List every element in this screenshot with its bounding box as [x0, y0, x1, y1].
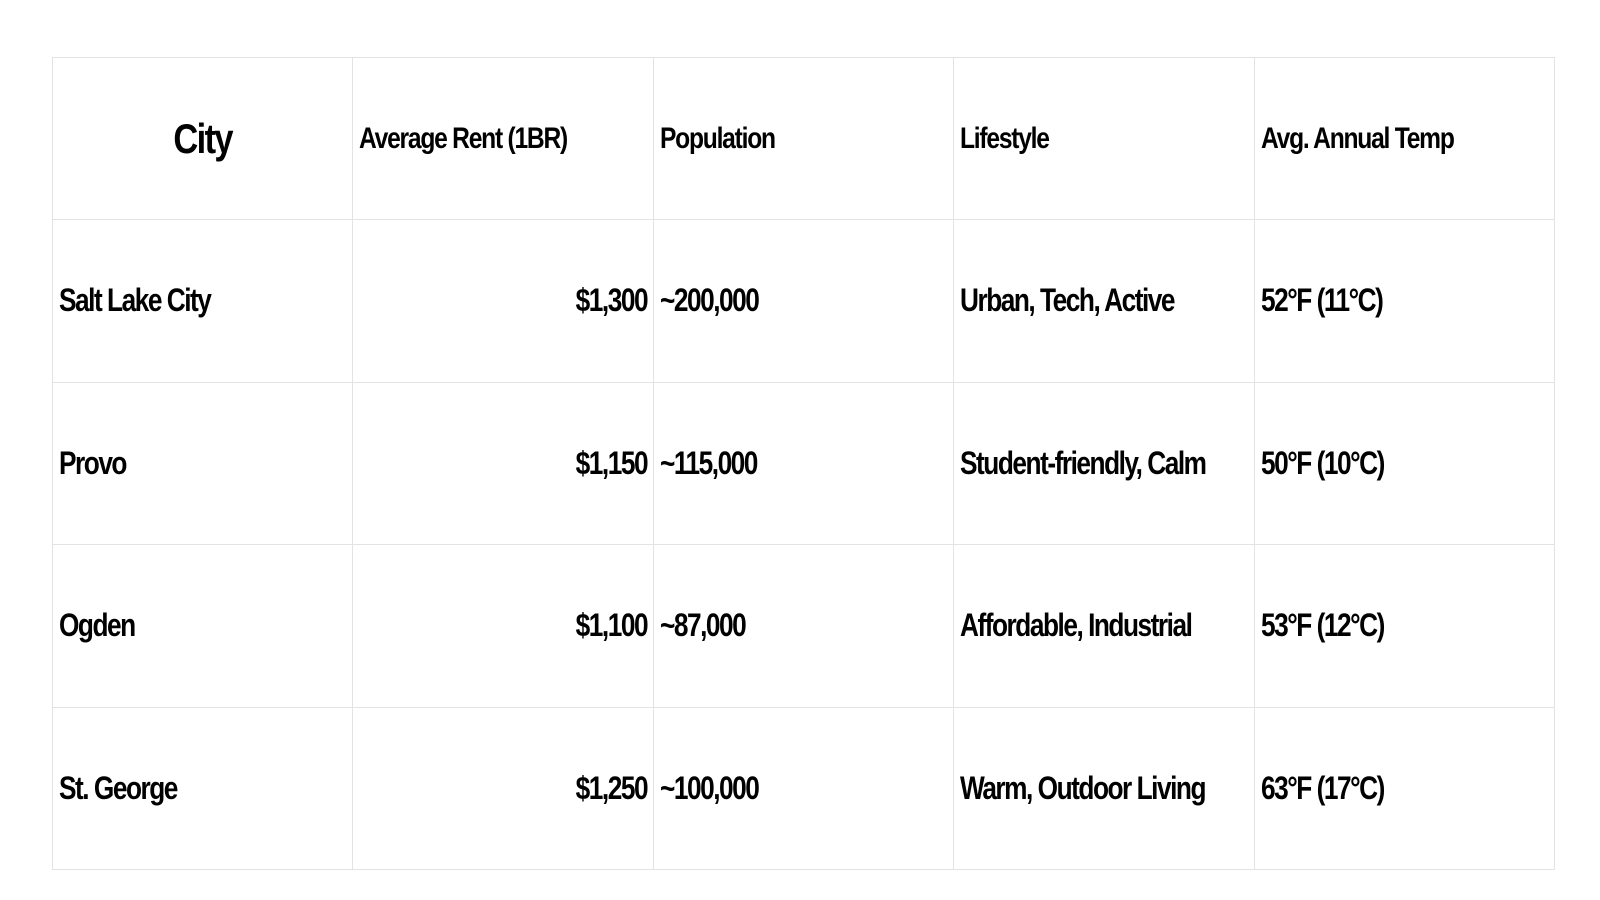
cell-temp: 63°F (17°C)	[1253, 706, 1555, 870]
cell-population: ~100,000	[652, 706, 955, 870]
cell-temp-text: 50°F (10°C)	[1260, 444, 1385, 481]
header-average-rent: Average Rent (1BR)	[352, 57, 654, 220]
cell-rent-text: $1,300	[575, 282, 648, 319]
cell-lifestyle-text: Student-friendly, Calm	[960, 444, 1207, 481]
cell-lifestyle-text: Warm, Outdoor Living	[960, 769, 1207, 806]
cell-city: Salt Lake City	[51, 219, 354, 383]
table-row: St. George $1,250 ~100,000 Warm, Outdoor…	[51, 706, 1555, 870]
cell-lifestyle: Warm, Outdoor Living	[953, 706, 1255, 870]
cell-lifestyle: Affordable, Industrial	[953, 544, 1255, 708]
table-header-row: City Average Rent (1BR) Population Lifes…	[51, 57, 1555, 220]
cell-city: Ogden	[51, 544, 354, 708]
header-city: City	[51, 57, 354, 220]
cell-lifestyle-text: Urban, Tech, Active	[960, 282, 1175, 319]
cell-city-text: Provo	[59, 444, 127, 481]
cell-city-text: St. George	[59, 769, 178, 806]
cell-temp-text: 52°F (11°C)	[1260, 282, 1384, 319]
cell-rent: $1,150	[352, 381, 654, 545]
header-population-label: Population	[659, 121, 776, 155]
cell-city-text: Salt Lake City	[59, 282, 212, 319]
header-average-rent-label: Average Rent (1BR)	[359, 121, 568, 155]
cell-city: Provo	[51, 381, 354, 545]
header-lifestyle: Lifestyle	[953, 57, 1255, 220]
cell-population: ~115,000	[652, 381, 955, 545]
cell-population: ~87,000	[652, 544, 955, 708]
cell-lifestyle: Urban, Tech, Active	[953, 219, 1255, 383]
cell-temp: 52°F (11°C)	[1253, 219, 1555, 383]
cell-population-text: ~200,000	[659, 282, 760, 319]
header-population: Population	[652, 57, 955, 220]
cell-temp-text: 53°F (12°C)	[1260, 607, 1385, 644]
cell-rent-text: $1,100	[575, 607, 648, 644]
table-row: Provo $1,150 ~115,000 Student-friendly, …	[51, 381, 1555, 545]
cell-city-text: Ogden	[59, 607, 136, 644]
table-row: Salt Lake City $1,300 ~200,000 Urban, Te…	[51, 219, 1555, 383]
comparison-table-container: City Average Rent (1BR) Population Lifes…	[51, 57, 1555, 870]
cell-rent-text: $1,150	[575, 444, 648, 481]
cell-city: St. George	[51, 706, 354, 870]
cell-temp: 53°F (12°C)	[1253, 544, 1555, 708]
cell-population-text: ~115,000	[659, 444, 758, 481]
header-avg-temp-label: Avg. Annual Temp	[1260, 121, 1455, 155]
header-lifestyle-label: Lifestyle	[960, 121, 1050, 155]
cell-temp-text: 63°F (17°C)	[1260, 769, 1385, 806]
cell-population-text: ~100,000	[659, 769, 760, 806]
table-row: Ogden $1,100 ~87,000 Affordable, Industr…	[51, 544, 1555, 708]
cell-rent: $1,250	[352, 706, 654, 870]
cell-temp: 50°F (10°C)	[1253, 381, 1555, 545]
cell-population-text: ~87,000	[659, 607, 747, 644]
cell-rent: $1,300	[352, 219, 654, 383]
city-comparison-table: City Average Rent (1BR) Population Lifes…	[51, 57, 1555, 870]
header-avg-temp: Avg. Annual Temp	[1253, 57, 1555, 220]
cell-rent: $1,100	[352, 544, 654, 708]
cell-population: ~200,000	[652, 219, 955, 383]
cell-rent-text: $1,250	[575, 769, 648, 806]
header-city-label: City	[173, 114, 233, 162]
cell-lifestyle-text: Affordable, Industrial	[960, 607, 1193, 644]
cell-lifestyle: Student-friendly, Calm	[953, 381, 1255, 545]
